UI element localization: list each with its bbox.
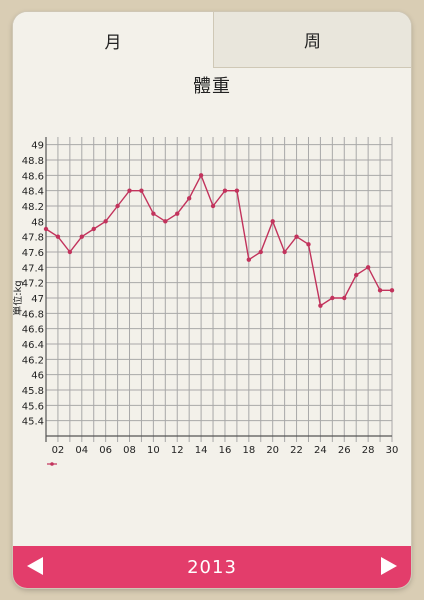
data-point bbox=[246, 257, 252, 262]
y-tick-label: 45.8 bbox=[22, 386, 44, 397]
data-point bbox=[103, 219, 108, 224]
y-tick-label: 48.2 bbox=[22, 202, 44, 213]
data-point bbox=[294, 234, 299, 239]
data-point bbox=[210, 203, 216, 209]
y-tick-label: 47.6 bbox=[22, 248, 44, 259]
data-point bbox=[186, 196, 192, 201]
data-point bbox=[79, 234, 84, 239]
data-point bbox=[306, 242, 311, 247]
x-tick-label: 24 bbox=[314, 445, 327, 456]
x-tick-label: 16 bbox=[219, 445, 232, 456]
y-tick-label: 48 bbox=[31, 217, 44, 228]
y-tick-label: 46.4 bbox=[22, 340, 44, 351]
data-point bbox=[330, 295, 335, 301]
data-point bbox=[377, 288, 383, 293]
x-tick-label: 04 bbox=[75, 445, 88, 456]
legend-marker bbox=[50, 462, 54, 466]
y-tick-label: 48.6 bbox=[22, 171, 44, 182]
data-point bbox=[91, 226, 96, 232]
x-tick-label: 08 bbox=[123, 445, 136, 456]
y-tick-label: 46.6 bbox=[22, 325, 44, 336]
y-tick-label: 49 bbox=[31, 141, 44, 152]
x-tick-label: 30 bbox=[386, 445, 399, 456]
series-line bbox=[45, 173, 392, 307]
page-title: 體重 bbox=[193, 76, 231, 97]
chart-card: 月 周 體重 49 48.8 48.6 48.4 48.2 48 47.8 47.6 47.4 4… bbox=[13, 12, 411, 588]
x-tick-label: 22 bbox=[290, 445, 303, 456]
triangle-left-icon[interactable] bbox=[27, 557, 43, 575]
y-tick-label: 47.8 bbox=[22, 233, 44, 244]
data-point bbox=[151, 211, 156, 216]
data-point bbox=[55, 234, 61, 239]
year-navigation-bar: 2013 bbox=[13, 546, 411, 588]
x-tick-label: 28 bbox=[362, 445, 375, 456]
y-tick-label: 47 bbox=[31, 294, 44, 305]
x-tick-label: 10 bbox=[147, 445, 160, 456]
y-tick-label: 46.2 bbox=[22, 355, 44, 366]
x-tick-label: 06 bbox=[99, 445, 112, 456]
x-tick-label: 18 bbox=[242, 445, 255, 456]
tab-month[interactable]: 月 bbox=[13, 12, 213, 68]
data-point bbox=[163, 219, 168, 224]
data-point bbox=[175, 211, 180, 216]
year-label: 2013 bbox=[187, 556, 237, 578]
x-tick-label: 26 bbox=[338, 445, 351, 456]
x-tick-label: 12 bbox=[171, 445, 184, 456]
data-point bbox=[198, 173, 204, 178]
y-tick-label: 47.4 bbox=[22, 263, 44, 274]
y-tick-label: 47.2 bbox=[22, 279, 44, 290]
data-point bbox=[354, 272, 359, 278]
x-tick-label: 14 bbox=[195, 445, 208, 456]
y-tick-label: 46 bbox=[31, 371, 44, 382]
data-point bbox=[389, 288, 395, 293]
y-tick-label: 48.8 bbox=[22, 156, 44, 167]
y-tick-label: 48.4 bbox=[22, 187, 44, 198]
data-point bbox=[115, 203, 120, 209]
data-point bbox=[318, 303, 323, 308]
y-tick-label: 45.4 bbox=[22, 417, 44, 428]
tab-week[interactable]: 周 bbox=[213, 12, 411, 68]
data-point bbox=[67, 249, 73, 255]
triangle-right-icon[interactable] bbox=[381, 557, 397, 575]
data-point bbox=[139, 188, 144, 193]
x-tick-label: 02 bbox=[52, 445, 65, 456]
data-point bbox=[270, 219, 275, 224]
data-point bbox=[43, 226, 49, 232]
data-point bbox=[127, 188, 132, 193]
y-tick-label: 45.6 bbox=[22, 401, 44, 412]
data-point bbox=[342, 295, 347, 301]
weight-line-chart: 49 48.8 48.6 48.4 48.2 48 47.8 47.6 47.4 47.2 47 46… bbox=[13, 137, 399, 466]
period-tabs: 月 周 bbox=[13, 12, 411, 68]
data-point bbox=[222, 188, 228, 193]
y-axis-label: 單位:kg bbox=[13, 280, 24, 316]
data-point bbox=[258, 249, 263, 255]
data-point bbox=[282, 249, 287, 255]
y-tick-label: 46.8 bbox=[22, 309, 44, 320]
x-tick-label: 20 bbox=[266, 445, 279, 456]
data-point bbox=[234, 188, 240, 193]
data-point bbox=[365, 265, 371, 270]
